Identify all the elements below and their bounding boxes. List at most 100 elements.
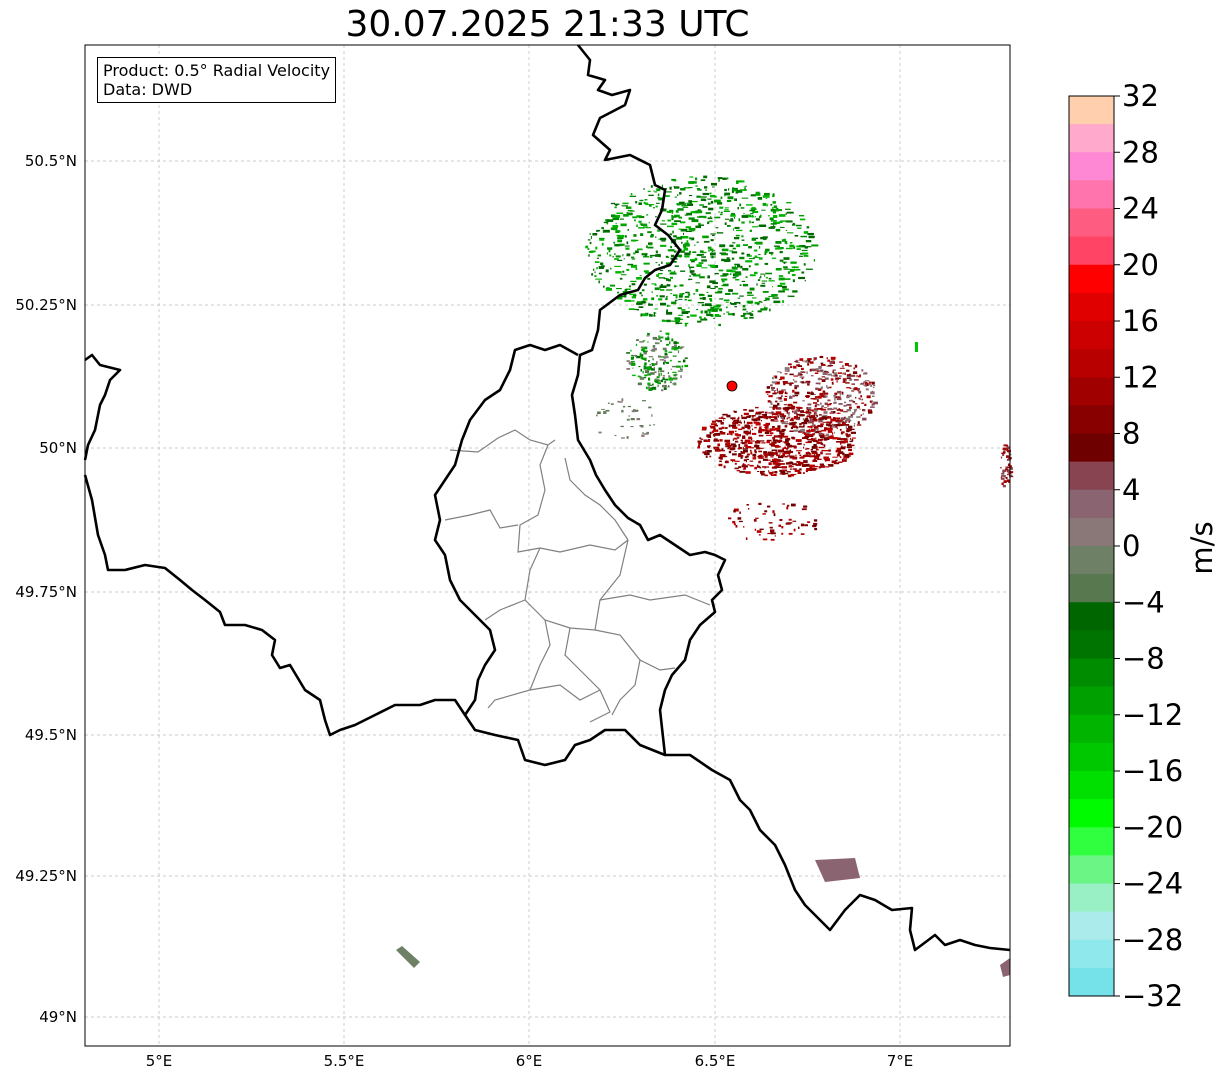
echo-pixel	[648, 387, 651, 389]
echo-pixel	[799, 255, 803, 257]
echo-pixel	[793, 412, 797, 415]
echo-pixel	[728, 450, 732, 454]
echo-pixel	[733, 508, 739, 512]
echo-pixel	[779, 251, 783, 254]
echo-pixel	[642, 400, 646, 402]
echo-pixel	[735, 279, 740, 281]
echo-pixel	[616, 288, 622, 290]
echo-pixel	[754, 426, 757, 429]
echo-pixel	[680, 236, 683, 239]
echo-pixel	[754, 451, 757, 454]
echo-pixel	[701, 304, 705, 307]
echo-pixel	[783, 268, 790, 270]
echo-pixel	[784, 240, 788, 244]
echo-pixel	[808, 413, 811, 416]
echo-pixel	[861, 398, 864, 401]
echo-pixel	[813, 454, 816, 457]
echo-pixel	[651, 386, 657, 390]
echo-pixel	[768, 277, 772, 280]
echo-pixel	[771, 294, 778, 297]
echo-pixel	[698, 262, 704, 264]
echo-pixel	[791, 445, 796, 448]
echo-pixel	[734, 306, 737, 308]
echo-pixel	[655, 363, 658, 366]
echo-pixel	[793, 394, 798, 397]
echo-pixel	[807, 363, 810, 366]
echo-pixel	[741, 197, 749, 199]
echo-pixel	[724, 192, 731, 196]
echo-pixel	[734, 237, 740, 240]
echo-pixel	[635, 267, 638, 270]
echo-pixel	[783, 404, 788, 406]
echo-pixel	[739, 511, 741, 514]
echo-pixel	[673, 186, 675, 188]
echo-pixel	[664, 350, 668, 352]
echo-pixel	[648, 377, 651, 381]
echo-pixel	[816, 453, 821, 457]
echo-pixel	[870, 384, 873, 387]
colorbar-segment	[1069, 855, 1114, 884]
echo-pixel	[813, 519, 818, 522]
echo-pixel	[793, 417, 798, 420]
echo-pixel	[848, 433, 851, 437]
echo-pixel	[660, 244, 667, 247]
map-area[interactable]	[83, 44, 1014, 1047]
echo-pixel	[689, 202, 692, 205]
echo-pixel	[644, 376, 647, 379]
echo-pixel	[787, 474, 792, 478]
lat-tick-label: 50.25°N	[15, 296, 77, 314]
echo-pixel	[625, 206, 632, 209]
radar-site-marker[interactable]	[726, 380, 738, 392]
echo-pixel	[829, 421, 831, 425]
echo-pixel	[745, 276, 748, 278]
echo-pixel	[688, 181, 695, 184]
echo-pixel	[653, 207, 655, 209]
echo-pixel	[1007, 449, 1011, 453]
echo-pixel	[796, 413, 798, 416]
echo-pixel	[640, 313, 648, 317]
echo-pixel	[811, 433, 815, 436]
echo-pixel	[845, 433, 849, 436]
echo-pixel	[744, 439, 751, 443]
echo-pixel	[618, 401, 623, 403]
echo-pixel	[660, 223, 667, 225]
echo-pixel	[835, 449, 841, 452]
echo-pixel	[764, 252, 767, 255]
echo-pixel	[642, 432, 644, 434]
echo-pixel	[822, 390, 826, 393]
echo-pixel	[778, 524, 782, 527]
echo-pixel	[705, 189, 707, 191]
echo-pixel	[823, 407, 828, 409]
echo-pixel	[764, 411, 768, 414]
echo-pixel	[700, 179, 706, 182]
echo-pixel	[727, 433, 733, 435]
echo-pixel	[710, 233, 716, 235]
echo-pixel	[773, 412, 775, 415]
echo-pixel	[749, 229, 752, 232]
echo-pixel	[821, 429, 827, 432]
echo-pixel	[789, 268, 794, 272]
echo-pixel	[648, 303, 653, 306]
echo-pixel	[818, 432, 823, 436]
echo-pixel	[673, 348, 678, 351]
echo-pixel	[725, 301, 729, 303]
echo-pixel	[769, 217, 774, 220]
echo-pixel	[697, 302, 705, 304]
echo-pixel	[810, 449, 813, 451]
echo-pixel	[809, 409, 815, 411]
echo-pixel	[777, 459, 781, 462]
echo-pixel	[781, 285, 787, 289]
echo-pixel	[660, 237, 667, 241]
echo-pixel	[729, 219, 734, 222]
echo-pixel	[1005, 468, 1009, 471]
echo-pixel	[612, 256, 614, 258]
echo-pixel	[803, 436, 809, 438]
echo-pixel	[816, 441, 821, 444]
echo-pixel	[833, 401, 837, 404]
echo-pixel	[746, 434, 749, 436]
echo-pixel	[733, 523, 736, 526]
echo-pixel	[587, 248, 590, 250]
echo-pixel	[814, 396, 819, 398]
echo-pixel	[847, 377, 852, 379]
echo-pixel	[851, 437, 856, 439]
